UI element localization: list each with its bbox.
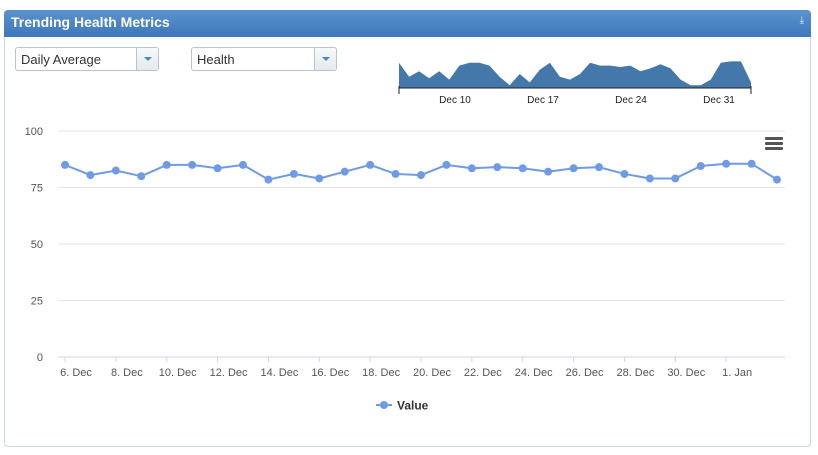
menu-bar [765,142,783,145]
aggregation-dropdown-button[interactable] [136,48,158,70]
data-point[interactable] [569,164,578,173]
legend-marker [380,401,388,409]
data-point[interactable] [111,166,120,175]
data-point[interactable] [239,160,247,169]
x-tick-label: 26. Dec [566,367,604,379]
navigator-label: Dec 10 [439,95,471,106]
legend-label-value[interactable]: Value [397,399,429,413]
data-point[interactable] [442,160,451,169]
y-tick-label: 0 [37,352,43,364]
metric-select[interactable]: Health [191,47,337,71]
data-point[interactable] [213,164,222,173]
menu-bar [765,147,783,150]
x-tick-label: 1. Jan [722,367,752,379]
data-point[interactable] [595,163,603,172]
data-point[interactable] [289,169,298,178]
data-point[interactable] [366,160,375,169]
data-point[interactable] [86,171,95,180]
x-tick-label: 30. Dec [667,367,705,379]
chevron-down-icon [322,57,330,61]
x-tick-label: 6. Dec [60,367,92,379]
hamburger-menu-icon[interactable] [765,137,783,151]
data-point[interactable] [747,159,756,168]
x-tick-label: 22. Dec [464,367,502,379]
y-tick-label: 100 [25,126,43,138]
navigator-label: Dec 17 [527,95,559,106]
data-point[interactable] [722,159,731,168]
data-point[interactable] [696,162,705,171]
data-point[interactable] [391,169,400,178]
data-point[interactable] [493,163,502,172]
data-point[interactable] [671,174,680,183]
data-point[interactable] [544,167,553,176]
metric-dropdown-button[interactable] [314,48,336,70]
legend[interactable]: Value [376,399,429,413]
navigator-label: Dec 31 [703,95,735,106]
data-point[interactable] [773,175,781,184]
data-point[interactable] [315,174,324,183]
navigator-area [399,61,751,88]
aggregation-select[interactable]: Daily Average [15,47,159,71]
y-tick-label: 75 [31,183,43,195]
data-point[interactable] [61,160,69,169]
x-tick-label: 14. Dec [260,367,298,379]
navigator-label: Dec 24 [615,95,647,106]
data-point[interactable] [188,160,197,169]
download-icon[interactable]: ⤓ [799,15,804,26]
chevron-down-icon [144,57,152,61]
x-tick-label: 18. Dec [362,367,400,379]
x-tick-label: 10. Dec [159,367,197,379]
aggregation-select-value: Daily Average [21,52,101,67]
data-point[interactable] [417,171,425,180]
y-tick-label: 25 [31,296,43,308]
data-point[interactable] [264,175,273,184]
x-tick-label: 20. Dec [413,367,451,379]
data-point[interactable] [467,164,476,173]
data-point[interactable] [620,169,629,178]
x-tick-label: 8. Dec [111,367,143,379]
x-tick-label: 28. Dec [616,367,654,379]
menu-bar [765,137,783,140]
panel-title: Trending Health Metrics [11,14,170,30]
data-point[interactable] [137,172,146,181]
data-point[interactable] [645,174,654,183]
x-tick-label: 12. Dec [210,367,248,379]
x-tick-label: 24. Dec [515,367,553,379]
y-tick-label: 50 [31,239,43,251]
panel-header: Trending Health Metrics ⤓ [4,10,811,37]
x-tick-label: 16. Dec [311,367,349,379]
data-point[interactable] [518,164,527,173]
data-point[interactable] [162,160,171,169]
data-point[interactable] [340,167,349,176]
metric-select-value: Health [197,52,235,67]
